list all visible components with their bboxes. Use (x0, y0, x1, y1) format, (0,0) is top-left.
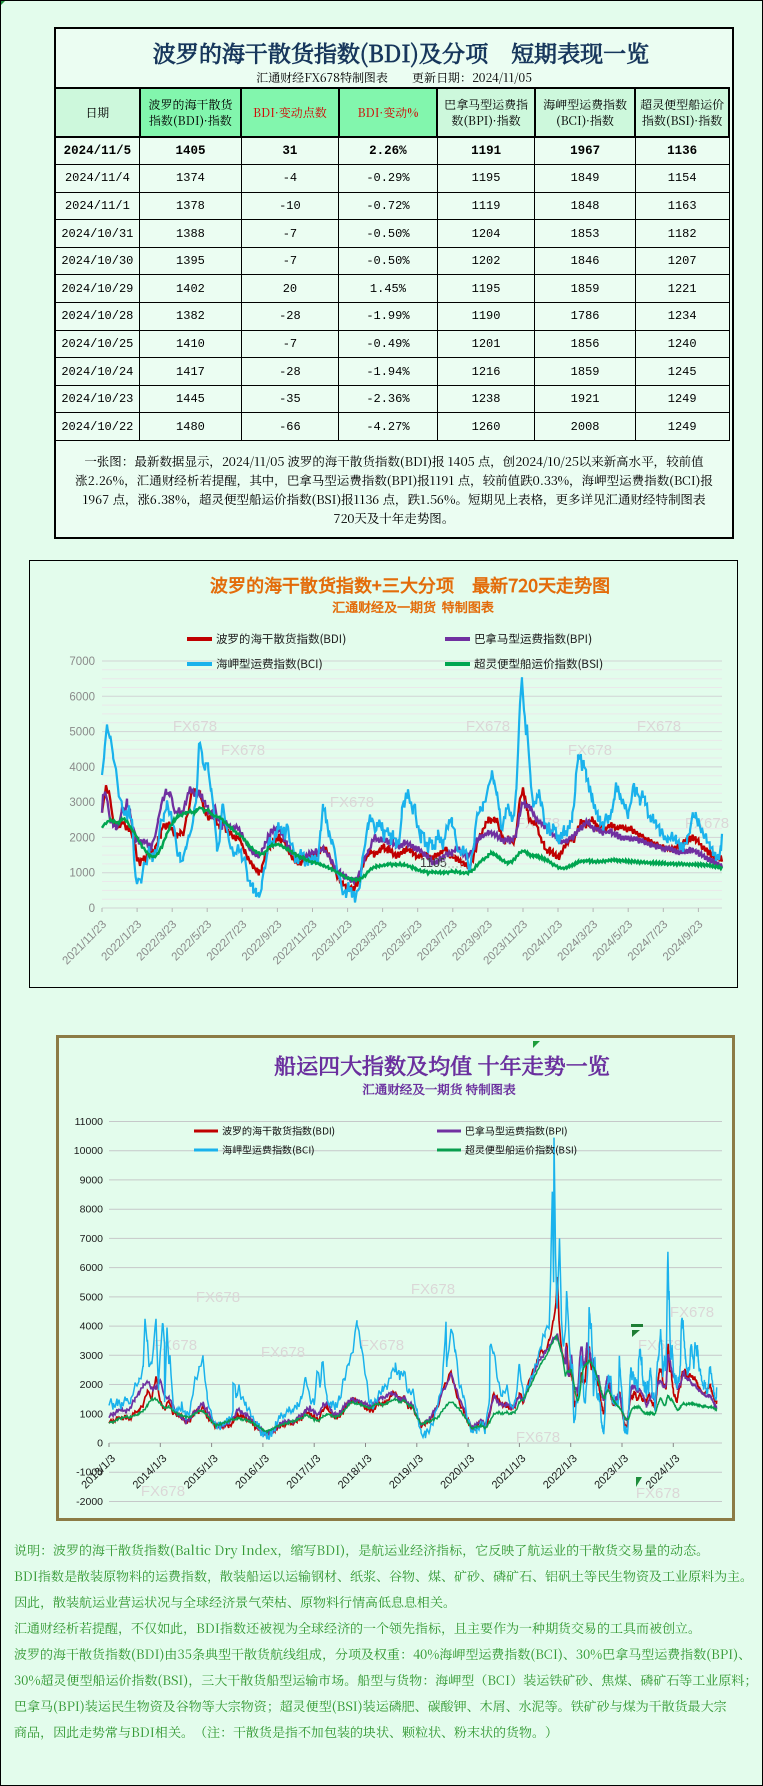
svg-text:2000: 2000 (80, 1379, 104, 1391)
svg-text:-1000: -1000 (76, 1467, 103, 1479)
svg-text:6000: 6000 (69, 691, 95, 703)
svg-text:11000: 11000 (75, 1116, 104, 1128)
svg-text:6000: 6000 (80, 1262, 104, 1274)
svg-text:波罗的海干散货指数(BDI): 波罗的海干散货指数(BDI) (216, 631, 346, 647)
svg-text:9000: 9000 (80, 1174, 104, 1186)
svg-text:-2000: -2000 (76, 1496, 103, 1508)
svg-text:FX678: FX678 (360, 1337, 404, 1354)
svg-text:FX678: FX678 (516, 1429, 560, 1446)
svg-text:0: 0 (97, 1438, 103, 1450)
svg-text:FX678: FX678 (568, 742, 612, 759)
svg-text:巴拿马型运费指数(BPI): 巴拿马型运费指数(BPI) (465, 1123, 568, 1138)
svg-text:超灵便型船运价指数(BSI): 超灵便型船运价指数(BSI) (474, 656, 603, 672)
svg-text:FX678: FX678 (637, 718, 681, 735)
svg-text:0: 0 (89, 903, 95, 915)
svg-text:波罗的海干散货指数+三大分项 最新720天走势图: 波罗的海干散货指数+三大分项 最新720天走势图 (210, 572, 610, 598)
svg-text:波罗的海干散货指数(BDI): 波罗的海干散货指数(BDI) (222, 1123, 335, 1138)
svg-text:FX678: FX678 (330, 794, 374, 811)
svg-text:FX678: FX678 (173, 718, 217, 735)
svg-text:2000: 2000 (69, 832, 95, 844)
svg-text:FX678: FX678 (636, 1485, 680, 1502)
svg-text:1000: 1000 (69, 868, 95, 880)
svg-text:汇通财经及一期货 特制图表: 汇通财经及一期货 特制图表 (331, 597, 495, 616)
svg-text:3000: 3000 (80, 1350, 104, 1362)
svg-text:5000: 5000 (80, 1291, 104, 1303)
svg-text:巴拿马型运费指数(BPI): 巴拿马型运费指数(BPI) (474, 631, 592, 647)
svg-text:4000: 4000 (80, 1321, 104, 1333)
svg-text:2021/11/23: 2021/11/23 (61, 919, 110, 968)
svg-text:10000: 10000 (74, 1145, 103, 1157)
svg-text:FX678: FX678 (153, 1337, 197, 1354)
svg-text:FX678: FX678 (221, 742, 265, 759)
svg-text:汇通财经及一期货 特制图表: 汇通财经及一期货 特制图表 (362, 1080, 516, 1098)
svg-text:3000: 3000 (69, 797, 95, 809)
svg-text:海岬型运费指数(BCI): 海岬型运费指数(BCI) (216, 656, 323, 672)
svg-text:FX678: FX678 (466, 718, 510, 735)
svg-text:8000: 8000 (80, 1204, 104, 1216)
svg-text:海岬型运费指数(BCI): 海岬型运费指数(BCI) (222, 1142, 315, 1157)
svg-text:1000: 1000 (80, 1408, 104, 1420)
svg-text:超灵便型船运价指数(BSI): 超灵便型船运价指数(BSI) (465, 1142, 577, 1157)
svg-text:7000: 7000 (80, 1233, 104, 1245)
svg-text:4000: 4000 (69, 762, 95, 774)
svg-text:船运四大指数及均值 十年走势一览: 船运四大指数及均值 十年走势一览 (273, 1050, 610, 1081)
svg-text:FX678: FX678 (141, 1483, 185, 1500)
svg-text:FX678: FX678 (196, 1289, 240, 1306)
svg-text:FX678: FX678 (670, 1304, 714, 1321)
svg-text:FX678: FX678 (261, 1344, 305, 1361)
svg-text:7000: 7000 (69, 656, 95, 668)
svg-text:5000: 5000 (69, 727, 95, 739)
svg-text:1105: 1105 (420, 856, 447, 870)
svg-text:FX678: FX678 (411, 1281, 455, 1298)
